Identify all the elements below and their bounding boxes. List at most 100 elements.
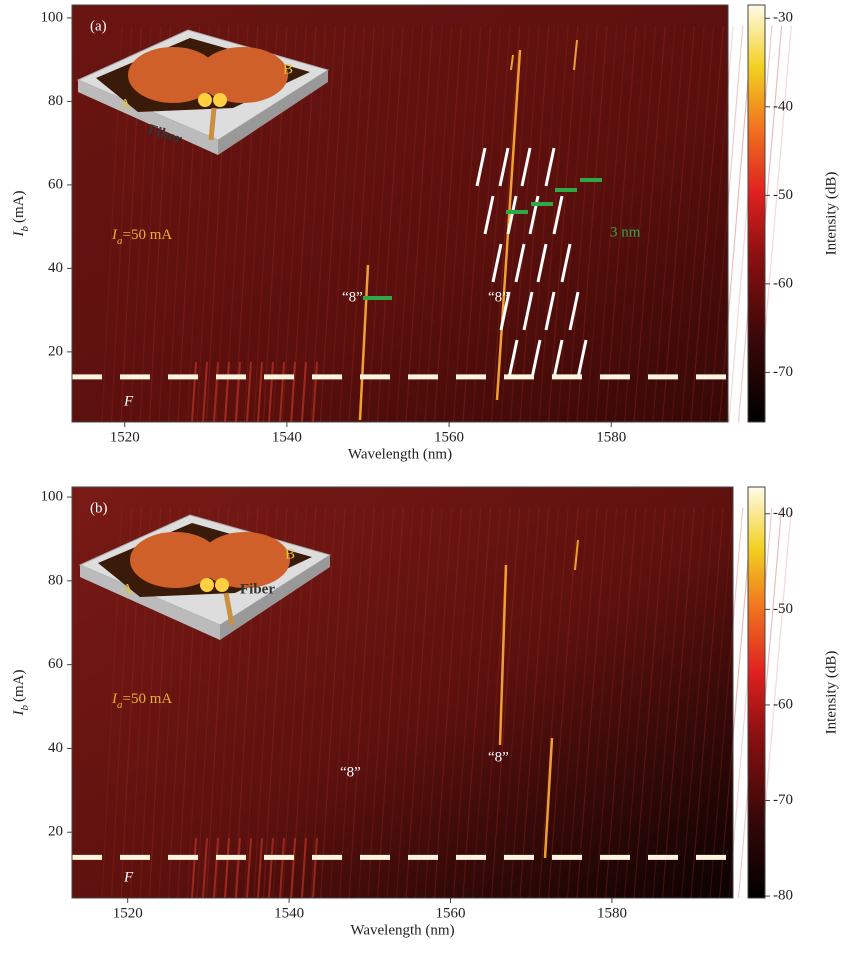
guide-dash [520,147,532,187]
colorbar-tick-label: -60 [773,275,793,291]
mode-streak [386,507,414,899]
mode-streak [538,507,569,899]
marker-label: “8” [342,289,363,305]
mode-streak [290,837,296,899]
mode-streak [235,361,241,423]
mode-streak [718,507,754,899]
mode-streak [528,25,560,423]
mode-streak [462,25,492,423]
mode-streak [661,507,695,899]
current-symbol: I [111,691,118,707]
mode-streak [680,25,715,423]
mode-streak [585,25,618,423]
line-label: F [123,869,134,885]
current-label: Ia=50 mA [111,691,172,710]
mode-streak [623,25,657,423]
mode-streak [585,507,618,899]
mode-streak [614,25,647,423]
mode-streak [642,25,676,423]
lobe-a [130,532,220,588]
mode-streak [395,25,424,423]
mode-streak [680,507,715,899]
guide-dash [491,243,503,283]
mode-streak [566,25,598,423]
colorbar-tick-label: -60 [773,696,793,712]
marker-label: “8” [488,289,509,305]
mode-streak [528,507,560,899]
mode-streak [301,837,307,899]
mode-streak [310,507,336,899]
y-tick-label: 80 [48,93,63,109]
mode-streak [348,507,375,899]
inset-label: A [120,96,131,112]
x-tick-label: 1580 [597,905,627,921]
mode-streak [633,25,666,423]
x-tick-label: 1560 [434,429,464,445]
mode-streak [604,25,637,423]
x-tick-label: 1520 [113,905,143,921]
mode-streak [300,25,327,423]
mode-streak [718,25,754,423]
inset-label: Fiber [240,581,275,597]
y-axis-unit: (mA) [11,191,27,224]
mode-streak [268,361,274,423]
mode-streak [547,507,579,899]
colorbar-tick-label: -50 [773,187,793,203]
guide-dash [507,339,519,379]
mode-streak [329,507,356,899]
mode-streak [604,507,637,899]
plot-frame [71,486,734,899]
x-tick-label: 1520 [110,429,140,445]
mode-streak [557,507,589,899]
y-tick-label: 100 [41,488,64,504]
y-tick-label: 80 [48,572,63,588]
y-axis-subscript: b [19,705,31,711]
mode-streak [509,25,540,423]
x-axis-title: Wavelength (nm) [348,446,452,462]
y-axis-subscript: b [19,226,31,232]
current-text: =50 mA [123,227,173,243]
x-tick-label: 1580 [596,429,626,445]
mode-streak [500,507,530,899]
mode-streak [224,837,230,899]
mode-streak [246,837,252,899]
mode-streak [443,25,472,423]
mode-streak [519,507,550,899]
mode-streak [376,507,404,899]
x-tick-label: 1560 [436,905,466,921]
guide-dash [568,291,580,331]
line-label: F [123,393,134,409]
lasing-line [573,39,578,71]
current-text: =50 mA [123,691,173,707]
mode-streak [642,507,676,899]
mode-streak [538,25,569,423]
guide-dash [499,291,511,331]
lobe-b [198,47,288,103]
y-axis-unit: (mA) [11,670,27,703]
mode-streak [300,507,327,899]
mode-streak [312,361,318,423]
mode-streak [357,507,385,899]
mode-streak [462,507,492,899]
plot-frame [71,4,729,423]
mode-streak [661,25,695,423]
fiber [208,107,217,141]
guide-dash [475,147,487,187]
colorbar [747,4,766,423]
mode-streak [213,837,219,899]
inset-label: B [283,61,293,77]
current-symbol: I [111,227,118,243]
mode-streak [338,25,366,423]
mode-streak [329,25,356,423]
mode-streak [235,837,241,899]
guide-dash [536,243,548,283]
panel: F (b) “8” “8” Ia=50 mA A B Fiber 1520 1540 1560 158… [11,486,839,938]
mode-streak [433,25,463,423]
mode-streak [595,25,627,423]
guide-dash [552,195,564,235]
mode-streak [490,507,521,899]
mode-streak [224,361,230,423]
lobe-b [200,532,290,588]
